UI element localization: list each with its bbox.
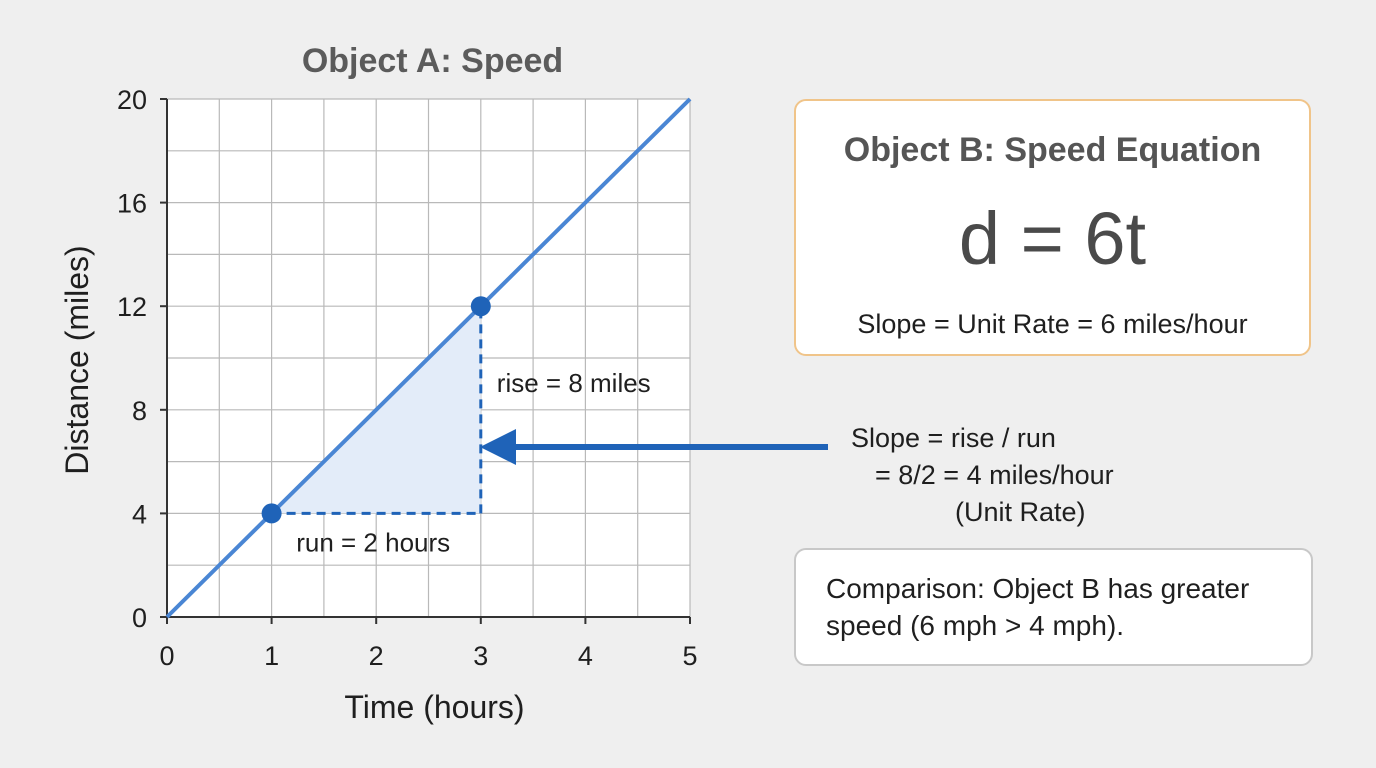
series xyxy=(165,97,692,619)
y-tick-label: 8 xyxy=(132,396,147,426)
y-tick-label: 4 xyxy=(132,499,147,529)
x-axis-label: Time (hours) xyxy=(344,689,524,725)
y-axis-label: Distance (miles) xyxy=(59,245,95,474)
x-tick-label: 5 xyxy=(682,641,697,671)
equation-title: Object B: Speed Equation xyxy=(843,131,1262,169)
slope-note: Slope = rise / run = 8/2 = 4 miles/hour … xyxy=(851,420,1114,531)
slope-note-line3: (Unit Rate) xyxy=(955,497,1086,527)
equation-box: Object B: Speed Equation d = 6t Slope = … xyxy=(794,99,1311,356)
data-point xyxy=(470,296,491,317)
rise-label: rise = 8 miles xyxy=(497,368,651,398)
slope-note-line2: = 8/2 = 4 miles/hour xyxy=(875,460,1114,490)
series-line xyxy=(165,97,692,619)
x-tick-label: 1 xyxy=(264,641,279,671)
x-tick-label: 3 xyxy=(473,641,488,671)
y-tick-label: 16 xyxy=(117,189,147,219)
run-label: run = 2 hours xyxy=(296,527,450,557)
x-tick-label: 2 xyxy=(369,641,384,671)
x-tick-label: 0 xyxy=(159,641,174,671)
y-tick-label: 0 xyxy=(132,603,147,633)
data-point xyxy=(261,503,282,524)
equation-rate: Slope = Unit Rate = 6 miles/hour xyxy=(857,309,1248,339)
comparison-box: Comparison: Object B has greater speed (… xyxy=(794,548,1313,666)
slope-note-line1: Slope = rise / run xyxy=(851,423,1056,453)
x-tick-label: 4 xyxy=(578,641,593,671)
equation-formula: d = 6t xyxy=(958,197,1147,280)
y-tick-label: 20 xyxy=(117,85,147,115)
comparison-text: Comparison: Object B has greater speed (… xyxy=(826,573,1250,641)
chart-title: Object A: Speed xyxy=(302,42,563,80)
axes xyxy=(160,98,691,624)
y-tick-label: 12 xyxy=(117,292,147,322)
